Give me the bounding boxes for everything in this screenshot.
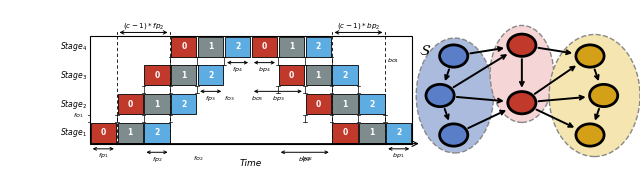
Ellipse shape: [490, 25, 554, 122]
Text: 0: 0: [342, 128, 348, 137]
Text: 2: 2: [342, 71, 348, 80]
Text: $fp_1$: $fp_1$: [98, 151, 109, 160]
Text: 1: 1: [316, 71, 321, 80]
Circle shape: [576, 45, 604, 67]
Bar: [359, 94, 385, 114]
Text: Time: Time: [240, 159, 262, 168]
Bar: [91, 123, 116, 143]
Text: $\mathcal{S}$: $\mathcal{S}$: [419, 43, 431, 58]
Bar: [332, 123, 358, 143]
Text: 1: 1: [181, 71, 186, 80]
Text: $(c-1)*fp_2$: $(c-1)*fp_2$: [123, 21, 164, 31]
Text: 0: 0: [100, 128, 106, 137]
Text: 2: 2: [154, 128, 159, 137]
Text: 2: 2: [181, 100, 186, 109]
Text: 1: 1: [127, 128, 132, 137]
Text: $fp_3$: $fp_3$: [205, 94, 216, 103]
Text: Stage$_4$: Stage$_4$: [60, 40, 87, 53]
Text: $bp_4$: $bp_4$: [258, 65, 271, 74]
Bar: [359, 123, 385, 143]
Text: 1: 1: [289, 42, 294, 51]
Bar: [172, 66, 196, 85]
Bar: [332, 66, 358, 85]
Text: $bp_1$: $bp_1$: [392, 151, 405, 160]
Bar: [118, 94, 143, 114]
Bar: [305, 37, 331, 57]
Bar: [278, 37, 304, 57]
Text: 2: 2: [396, 128, 401, 137]
Circle shape: [576, 124, 604, 146]
Bar: [118, 123, 143, 143]
Text: 0: 0: [181, 42, 186, 51]
Bar: [172, 94, 196, 114]
Bar: [198, 66, 223, 85]
Text: 1: 1: [154, 100, 159, 109]
Text: $fp_4$: $fp_4$: [232, 65, 243, 74]
Text: 0: 0: [289, 71, 294, 80]
Bar: [90, 36, 412, 144]
Ellipse shape: [416, 38, 493, 153]
Bar: [145, 94, 170, 114]
Bar: [145, 66, 170, 85]
Text: 0: 0: [316, 100, 321, 109]
Text: $bp_3$: $bp_3$: [271, 94, 284, 103]
Text: 2: 2: [208, 71, 213, 80]
Ellipse shape: [549, 34, 640, 157]
Text: $fp_2$: $fp_2$: [152, 155, 163, 163]
Bar: [198, 37, 223, 57]
Text: $fo_3$: $fo_3$: [224, 94, 235, 103]
Text: $fo_2$: $fo_2$: [193, 154, 204, 163]
Circle shape: [440, 45, 468, 67]
Text: 0: 0: [262, 42, 267, 51]
Bar: [172, 37, 196, 57]
Text: Stage$_2$: Stage$_2$: [60, 98, 87, 111]
Bar: [305, 94, 331, 114]
Text: 1: 1: [208, 42, 213, 51]
Text: 0: 0: [154, 71, 159, 80]
Bar: [252, 37, 277, 57]
Bar: [386, 123, 412, 143]
Bar: [225, 37, 250, 57]
Text: $bo_1$: $bo_1$: [387, 56, 399, 65]
Text: $bp_2$: $bp_2$: [298, 155, 311, 163]
Circle shape: [426, 84, 454, 107]
Circle shape: [508, 34, 536, 56]
Text: 1: 1: [369, 128, 374, 137]
Circle shape: [440, 124, 468, 146]
Bar: [305, 66, 331, 85]
Text: 2: 2: [235, 42, 240, 51]
Text: 1: 1: [342, 100, 348, 109]
Text: $fo_1$: $fo_1$: [73, 111, 84, 120]
Text: Stage$_3$: Stage$_3$: [60, 69, 87, 82]
Text: 2: 2: [369, 100, 374, 109]
Bar: [278, 66, 304, 85]
Bar: [145, 123, 170, 143]
Text: $(c-1)*bp_2$: $(c-1)*bp_2$: [337, 21, 380, 31]
Bar: [332, 94, 358, 114]
Circle shape: [589, 84, 618, 107]
Text: 0: 0: [127, 100, 132, 109]
Text: $bo_3$: $bo_3$: [251, 94, 264, 103]
Text: $bo_2$: $bo_2$: [301, 154, 313, 163]
Circle shape: [508, 91, 536, 114]
Text: 2: 2: [316, 42, 321, 51]
Text: Stage$_1$: Stage$_1$: [60, 126, 87, 139]
